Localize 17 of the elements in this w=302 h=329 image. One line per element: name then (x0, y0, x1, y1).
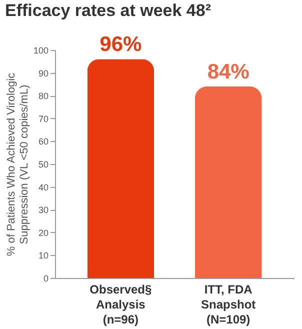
y-tick-label: 50 (38, 160, 48, 170)
data-label: 96% (100, 33, 142, 56)
y-tick-label: 20 (38, 228, 48, 238)
y-tick-label: 80 (38, 91, 48, 102)
y-tick-label: 30 (38, 205, 48, 216)
x-tick-label: Observed§ Analysis (n=96) (90, 282, 152, 326)
y-tick-label: 90 (38, 68, 48, 78)
y-tick-label: 100 (33, 46, 48, 56)
y-tick-label: 70 (38, 114, 48, 124)
y-axis-title: % of Patients Who Achieved Virologic Suppression (VL <50 copies/mL) (5, 72, 30, 256)
y-tick-label: 10 (38, 250, 48, 261)
y-tick-label: 40 (38, 182, 48, 192)
chart-title: Efficacy rates at week 48² (4, 1, 212, 20)
y-tick-label: 0 (43, 274, 48, 284)
x-tick-label: ITT, FDA Snapshot (N=109) (200, 282, 256, 326)
y-tick-label: 60 (38, 136, 48, 147)
data-label: 84% (207, 60, 250, 84)
